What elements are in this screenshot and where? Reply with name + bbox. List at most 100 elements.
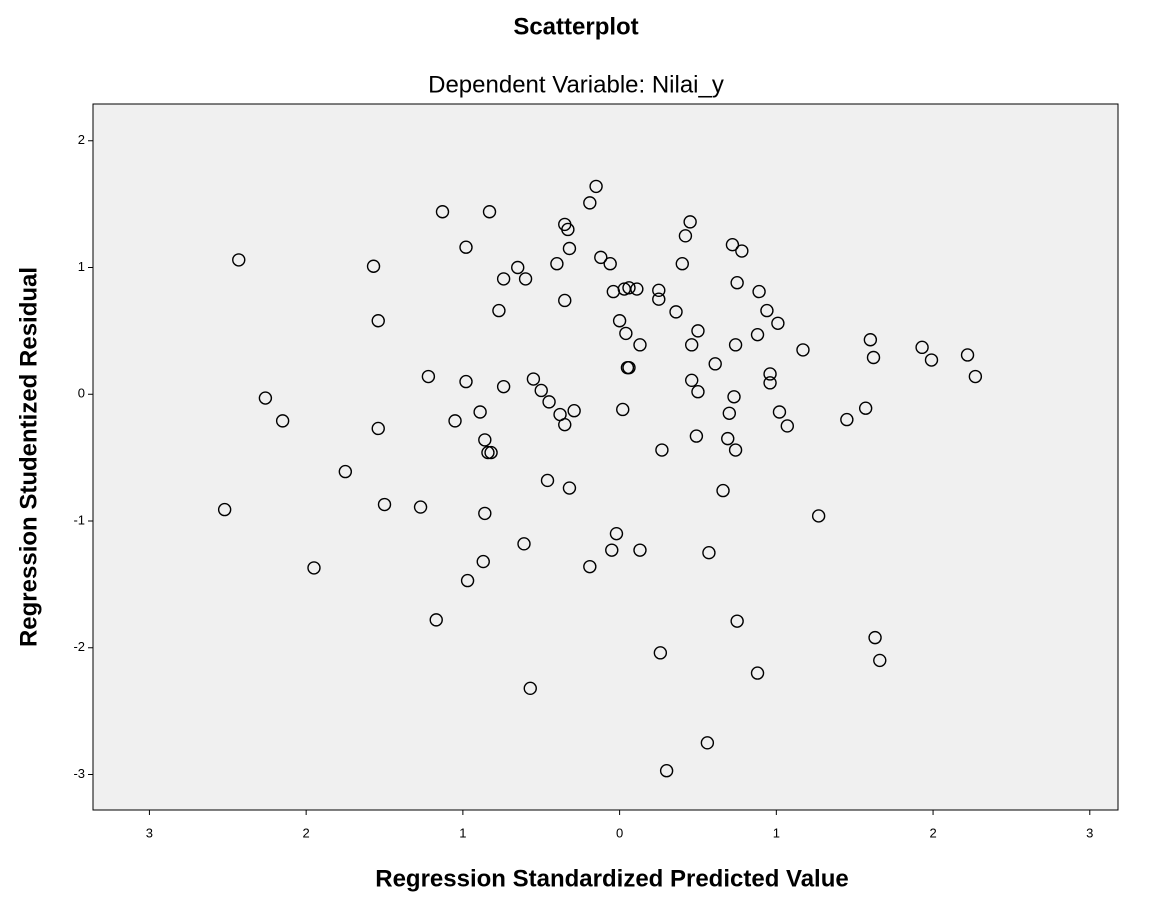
y-tick-label: 1 [78, 259, 85, 274]
chart-title: Scatterplot [513, 13, 638, 40]
point [652, 283, 666, 298]
point [840, 412, 854, 427]
point [960, 348, 975, 362]
point [669, 305, 683, 319]
y-tick-label: -2 [73, 639, 85, 654]
point [605, 543, 619, 557]
x-tick-label: 2 [929, 825, 936, 840]
point [371, 314, 385, 328]
plot-area [92, 103, 1119, 811]
point [685, 373, 699, 388]
y-tick-label: 0 [78, 386, 85, 401]
x-tick-label: 3 [146, 825, 153, 840]
point [448, 414, 462, 428]
point [511, 260, 525, 275]
point [727, 390, 741, 404]
y-axis-label: Regression Studentized Residual [15, 267, 42, 647]
point [863, 333, 878, 347]
point [622, 360, 636, 375]
point [542, 395, 556, 409]
point [460, 573, 475, 588]
point [518, 272, 533, 286]
point [700, 736, 715, 750]
point [735, 244, 749, 258]
point [811, 509, 826, 523]
point [728, 443, 743, 457]
point [338, 464, 353, 479]
point [652, 292, 666, 306]
point [307, 561, 321, 575]
y-tick-label: 2 [78, 132, 85, 147]
point [550, 257, 564, 271]
point [721, 431, 735, 446]
point [232, 253, 246, 267]
point [484, 445, 498, 460]
point [478, 506, 492, 521]
point [750, 327, 765, 342]
point [609, 526, 624, 541]
point [619, 326, 633, 341]
point [217, 502, 232, 517]
chart-subtitle: Dependent Variable: Nilai_y [428, 71, 724, 98]
x-tick-label: 1 [773, 825, 780, 840]
y-tick-label: -1 [73, 512, 85, 527]
point [526, 372, 541, 386]
point [583, 196, 597, 210]
point [481, 445, 495, 460]
point [866, 350, 881, 365]
point [702, 545, 716, 560]
point [868, 630, 882, 645]
point [421, 369, 436, 384]
point [633, 338, 647, 352]
point [594, 250, 608, 265]
point [478, 433, 492, 447]
point [492, 303, 506, 318]
point [583, 559, 597, 574]
point [968, 369, 983, 384]
point [873, 653, 887, 668]
point [603, 257, 617, 271]
point [371, 421, 385, 436]
x-tick-label: 0 [616, 825, 623, 840]
point [722, 406, 737, 420]
point [459, 240, 473, 254]
point [534, 383, 548, 398]
point [612, 314, 627, 328]
point [728, 338, 743, 352]
point [413, 500, 428, 514]
x-tick-label: 1 [459, 825, 466, 840]
point [924, 353, 939, 367]
point [473, 405, 487, 419]
point [655, 443, 669, 457]
point [691, 324, 705, 338]
point [771, 316, 785, 330]
point [678, 229, 693, 243]
point [275, 414, 290, 428]
point [459, 374, 473, 389]
point [725, 237, 740, 252]
point [730, 614, 744, 628]
point [685, 338, 699, 352]
point [689, 429, 704, 443]
point [653, 646, 668, 660]
point [716, 483, 730, 498]
point [622, 281, 636, 295]
point [691, 385, 705, 399]
point [752, 284, 766, 299]
point [562, 481, 577, 495]
point [561, 222, 575, 237]
point [858, 401, 873, 415]
point [476, 554, 490, 569]
point [540, 473, 555, 488]
point [429, 613, 443, 627]
point [517, 537, 531, 551]
point [675, 257, 689, 271]
point [763, 367, 777, 381]
point [633, 543, 647, 557]
x-tick-label: 2 [303, 825, 310, 840]
x-axis-label: Regression Standardized Predicted Value [375, 865, 848, 892]
point [435, 205, 450, 219]
point [750, 666, 765, 680]
point [760, 303, 774, 318]
